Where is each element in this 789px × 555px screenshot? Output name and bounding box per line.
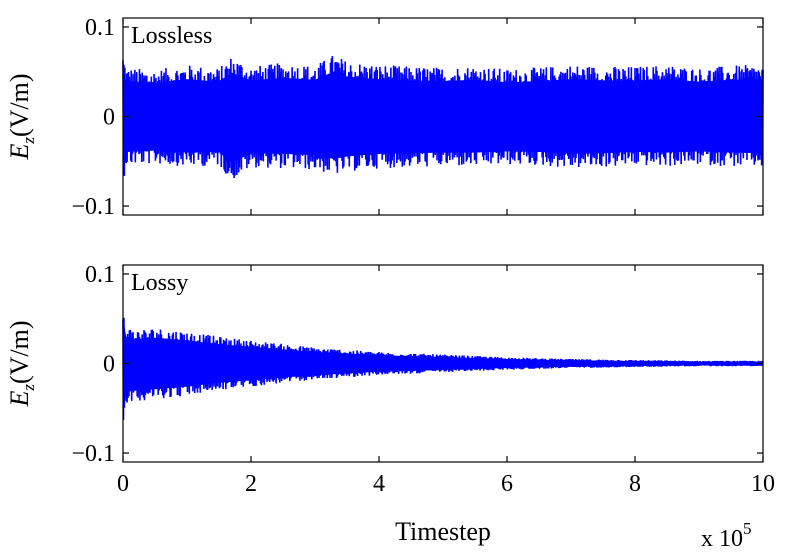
x-tick-label: 10 <box>751 471 775 497</box>
y-tick-label: 0.1 <box>85 262 115 288</box>
y-axis-label-symbol: E <box>5 391 34 408</box>
y-tick-label: 0 <box>103 352 115 378</box>
y-tick-label: 0 <box>103 105 115 131</box>
x-axis-multiplier-exponent: 5 <box>743 519 752 538</box>
y-tick-label: −0.1 <box>71 441 115 467</box>
x-tick-label: 6 <box>501 471 513 497</box>
x-tick-label: 2 <box>245 471 257 497</box>
y-axis-label-unit: (V/m) <box>5 320 34 384</box>
y-axis-label: Ez(V/m) <box>5 320 38 407</box>
x-tick-label: 0 <box>117 471 129 497</box>
x-tick-label: 8 <box>629 471 641 497</box>
panel-label: Lossy <box>131 270 188 296</box>
y-tick-label: −0.1 <box>71 194 115 220</box>
y-tick-label: 0.1 <box>85 15 115 41</box>
signal-trace <box>122 56 764 178</box>
panel-label: Lossless <box>131 23 212 49</box>
x-tick-label: 4 <box>373 471 385 497</box>
y-axis-label: Ez(V/m) <box>5 73 38 160</box>
y-axis-label-subscript: z <box>19 384 38 392</box>
y-axis-label-symbol: E <box>5 144 34 161</box>
x-axis-label: Timestep <box>395 517 491 546</box>
y-axis-label-subscript: z <box>19 137 38 145</box>
x-axis-multiplier-base: x 10 <box>701 526 743 552</box>
lossless-panel: −0.1 0 0.1 Lossless Ez(V/m) <box>5 15 764 220</box>
signal-trace <box>122 317 764 421</box>
x-axis-multiplier: x 105 <box>701 519 752 552</box>
y-axis-label-unit: (V/m) <box>5 73 34 137</box>
